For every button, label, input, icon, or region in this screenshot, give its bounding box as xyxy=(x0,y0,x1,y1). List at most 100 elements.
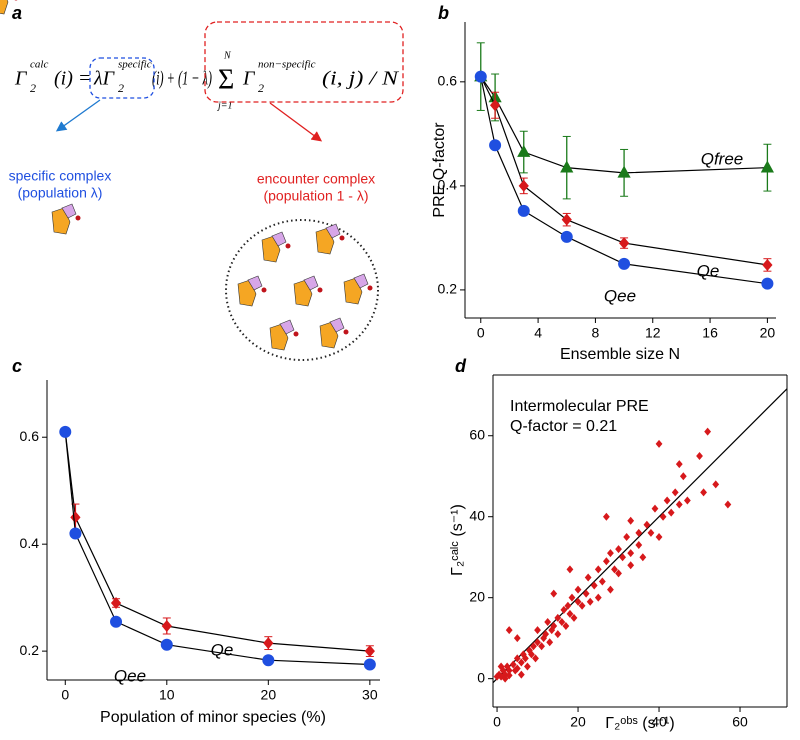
y-tick-label: 60 xyxy=(469,426,485,442)
formula: Σ xyxy=(218,64,234,95)
marker xyxy=(615,569,622,578)
marker xyxy=(643,520,651,529)
marker xyxy=(627,549,635,558)
x-tick-label: 60 xyxy=(732,714,748,730)
formula: (i) = xyxy=(54,68,91,90)
marker xyxy=(560,605,568,614)
diagonal xyxy=(492,388,788,684)
arrow xyxy=(55,99,101,132)
x-tick-label: 20 xyxy=(760,325,776,341)
marker xyxy=(647,528,655,537)
molecule xyxy=(0,0,18,15)
marker xyxy=(617,165,631,178)
marker xyxy=(497,672,505,681)
x-tick-label: 8 xyxy=(592,325,600,341)
series-line xyxy=(64,431,370,666)
encounter-label: (population 1 - λ) xyxy=(263,188,368,204)
series-line xyxy=(480,76,768,174)
y-tick-label: 20 xyxy=(469,588,485,604)
marker xyxy=(566,609,574,618)
marker xyxy=(532,654,539,663)
marker xyxy=(560,160,574,173)
x-tick-label: 20 xyxy=(261,687,277,703)
formula: 2 xyxy=(258,81,264,95)
y-axis-label: Γ₂ᶜᵃˡᶜ (s⁻¹) xyxy=(449,504,466,576)
marker xyxy=(578,601,586,610)
marker xyxy=(651,504,659,513)
marker xyxy=(760,160,775,173)
marker xyxy=(517,204,530,217)
marker xyxy=(554,630,562,639)
y-tick-label: 0.4 xyxy=(438,177,458,193)
formula: N xyxy=(223,50,232,61)
y-axis-label: PRE Q-factor xyxy=(431,122,448,218)
x-tick-label: 0 xyxy=(477,325,485,341)
marker xyxy=(724,500,732,509)
marker xyxy=(517,670,525,679)
formula: (i, j) / N xyxy=(322,68,400,90)
marker xyxy=(584,573,592,582)
marker xyxy=(561,213,572,226)
marker xyxy=(590,581,598,590)
marker xyxy=(635,541,643,550)
series-label: Qe xyxy=(697,261,720,280)
marker xyxy=(528,650,535,659)
formula: λΓ xyxy=(93,68,116,90)
formula: specific xyxy=(118,59,152,71)
marker xyxy=(513,634,521,643)
y-tick-label: 0.2 xyxy=(438,281,458,297)
y-tick-label: 0.6 xyxy=(20,428,40,444)
marker xyxy=(607,585,614,594)
x-tick-label: 0 xyxy=(493,714,501,730)
marker xyxy=(513,664,521,673)
marker xyxy=(700,488,707,497)
series-label: Qee xyxy=(114,666,146,685)
marker xyxy=(675,460,683,469)
marker xyxy=(611,565,618,574)
series-line xyxy=(480,76,768,285)
ensemble-ellipse xyxy=(225,219,379,361)
marker xyxy=(513,654,521,663)
marker xyxy=(160,638,173,651)
marker xyxy=(671,488,679,497)
marker xyxy=(639,553,647,562)
y-tick-label: 0 xyxy=(477,669,485,685)
series-line xyxy=(480,76,768,266)
marker xyxy=(489,99,501,112)
marker xyxy=(594,565,602,574)
panel-letter: d xyxy=(455,356,467,376)
marker xyxy=(161,619,172,632)
x-tick-label: 10 xyxy=(159,687,175,703)
formula: Γ xyxy=(14,68,28,90)
marker xyxy=(517,658,525,667)
x-axis-label: Population of minor species (%) xyxy=(100,709,326,726)
formula: calc xyxy=(30,59,48,71)
marker xyxy=(538,642,545,651)
marker xyxy=(521,654,529,663)
marker xyxy=(501,674,509,683)
marker xyxy=(568,593,576,602)
marker xyxy=(574,585,582,594)
marker xyxy=(663,496,671,505)
marker xyxy=(683,496,691,505)
marker xyxy=(627,516,635,525)
marker xyxy=(497,662,505,671)
marker xyxy=(618,237,630,250)
marker xyxy=(560,230,573,243)
marker xyxy=(550,622,558,631)
marker xyxy=(618,257,631,270)
marker xyxy=(505,671,513,680)
panel-letter: a xyxy=(12,3,22,23)
x-tick-label: 16 xyxy=(702,325,718,341)
encounter-label: encounter complex xyxy=(257,171,375,187)
series-line xyxy=(64,431,370,652)
marker xyxy=(762,258,773,271)
marker xyxy=(696,451,703,460)
formula: non−specific xyxy=(258,59,316,71)
marker xyxy=(659,512,667,521)
marker xyxy=(474,70,487,83)
marker xyxy=(364,645,375,658)
marker xyxy=(546,638,554,647)
marker xyxy=(619,553,626,562)
marker xyxy=(586,597,594,606)
